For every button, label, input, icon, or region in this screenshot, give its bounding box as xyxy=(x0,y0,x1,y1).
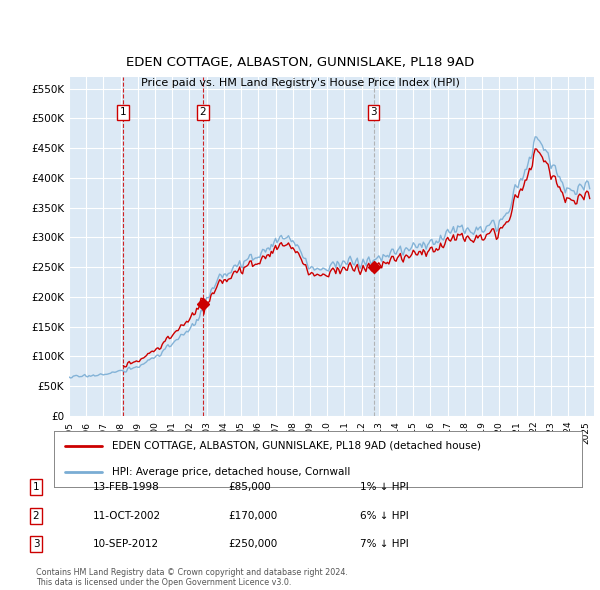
Text: 11-OCT-2002: 11-OCT-2002 xyxy=(93,511,161,520)
Text: 3: 3 xyxy=(32,539,40,549)
Text: £170,000: £170,000 xyxy=(228,511,277,520)
Text: 3: 3 xyxy=(370,107,377,117)
Text: 2: 2 xyxy=(32,511,40,520)
Text: £85,000: £85,000 xyxy=(228,483,271,492)
Text: 2: 2 xyxy=(200,107,206,117)
Text: 13-FEB-1998: 13-FEB-1998 xyxy=(93,483,160,492)
Text: HPI: Average price, detached house, Cornwall: HPI: Average price, detached house, Corn… xyxy=(112,467,350,477)
Text: 6% ↓ HPI: 6% ↓ HPI xyxy=(360,511,409,520)
Text: 1% ↓ HPI: 1% ↓ HPI xyxy=(360,483,409,492)
Text: £250,000: £250,000 xyxy=(228,539,277,549)
Text: EDEN COTTAGE, ALBASTON, GUNNISLAKE, PL18 9AD (detached house): EDEN COTTAGE, ALBASTON, GUNNISLAKE, PL18… xyxy=(112,441,481,451)
Text: 10-SEP-2012: 10-SEP-2012 xyxy=(93,539,159,549)
Text: Contains HM Land Registry data © Crown copyright and database right 2024.
This d: Contains HM Land Registry data © Crown c… xyxy=(36,568,348,587)
Text: 7% ↓ HPI: 7% ↓ HPI xyxy=(360,539,409,549)
Text: EDEN COTTAGE, ALBASTON, GUNNISLAKE, PL18 9AD: EDEN COTTAGE, ALBASTON, GUNNISLAKE, PL18… xyxy=(126,56,474,69)
Text: 1: 1 xyxy=(32,483,40,492)
Text: Price paid vs. HM Land Registry's House Price Index (HPI): Price paid vs. HM Land Registry's House … xyxy=(140,78,460,88)
Text: 1: 1 xyxy=(119,107,126,117)
